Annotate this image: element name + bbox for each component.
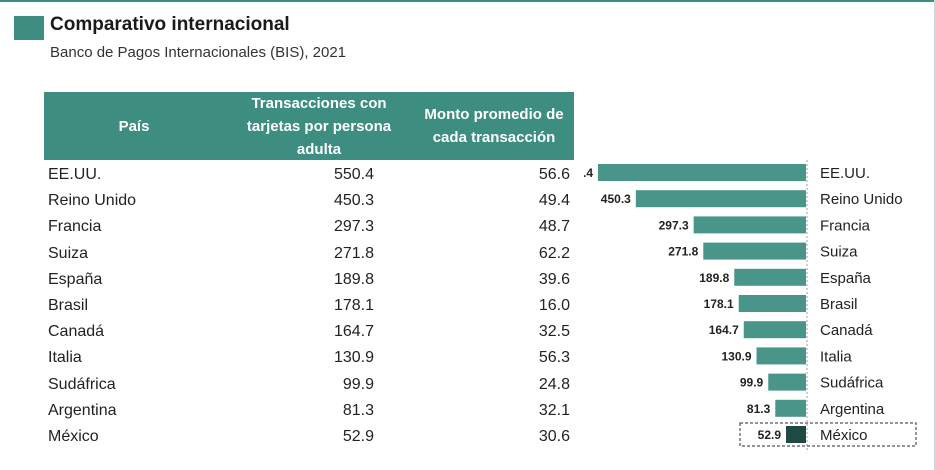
highlight-box (739, 422, 917, 447)
cell-monto: 16.0 (538, 297, 570, 314)
column-header-monto-label: Monto promedio de cada transacción (424, 106, 564, 146)
table-row: Sudáfrica 99.9 24.8 (44, 372, 574, 398)
bar-value-label: 164.7 (709, 323, 739, 337)
top-rule (0, 0, 936, 2)
title-accent-block (14, 16, 44, 40)
table-row: Italia 130.9 56.3 (44, 345, 574, 371)
bar-value-label: 450.3 (601, 192, 631, 206)
bar-francia (693, 216, 806, 234)
bar-italia (756, 347, 806, 365)
table-row: Brasil 178.1 16.0 (44, 293, 574, 319)
cell-pais: Sudáfrica (48, 375, 116, 393)
cell-monto: 24.8 (538, 375, 570, 393)
table-row: España 189.8 39.6 (44, 267, 574, 293)
bar-value-label: 271.8 (668, 245, 698, 259)
cell-transacciones: 52.9 (342, 428, 374, 445)
bar-category-label: Italia (820, 348, 852, 365)
table-row: EE.UU. 550.4 56.6 (44, 162, 574, 188)
cell-monto: 56.3 (538, 349, 570, 367)
cell-pais: España (48, 270, 103, 288)
bar-value-label: 178.1 (704, 297, 734, 311)
cell-monto: 30.6 (538, 428, 570, 445)
cell-transacciones: 189.8 (333, 270, 374, 288)
cell-monto: 32.1 (538, 401, 570, 419)
column-header-transacciones: Transacciones con tarjetas por persona a… (224, 92, 414, 160)
page-title: Comparativo internacional (50, 14, 290, 35)
bar-value-label: 130.9 (722, 349, 752, 363)
bar-espa-a (734, 268, 806, 286)
bar-value-label: 52.9 (758, 428, 782, 442)
cell-monto: 62.2 (538, 244, 570, 262)
table-row: Canadá 164.7 32.5 (44, 319, 574, 345)
cell-monto: 32.5 (538, 323, 570, 341)
bar-category-label: Sudáfrica (820, 375, 884, 392)
bar-category-label: España (820, 270, 872, 287)
bar-value-label: 189.8 (699, 271, 729, 285)
cell-pais: México (48, 428, 99, 445)
bar-value-label: 297.3 (659, 218, 689, 232)
cell-monto: 49.4 (538, 192, 570, 210)
cell-monto: 39.6 (538, 270, 570, 288)
bar-category-label: Suiza (820, 244, 858, 261)
cell-monto: 56.6 (538, 166, 570, 183)
table-row: Suiza 271.8 62.2 (44, 241, 574, 267)
bar-category-label: Canadá (820, 322, 873, 339)
bar-category-label: EE.UU. (820, 165, 870, 182)
bar-value-label: 550.4 (584, 166, 593, 180)
cell-pais: Suiza (48, 244, 89, 262)
table-header: País Transacciones con tarjetas por pers… (44, 92, 574, 160)
bar-value-label: 81.3 (747, 402, 771, 416)
cell-transacciones: 164.7 (333, 323, 374, 341)
cell-transacciones: 178.1 (333, 297, 374, 314)
cell-pais: Brasil (48, 297, 89, 314)
cell-pais: EE.UU. (48, 166, 102, 183)
table-row: Reino Unido 450.3 49.4 (44, 188, 574, 214)
bar-argentina (775, 399, 806, 417)
cell-pais: Reino Unido (48, 192, 137, 210)
table-row: México 52.9 30.6 (44, 424, 574, 450)
cell-monto: 48.7 (538, 218, 570, 236)
column-header-monto: Monto promedio de cada transacción (414, 92, 574, 160)
cell-transacciones: 271.8 (333, 244, 374, 262)
cell-pais: Canadá (48, 323, 105, 341)
table-row: Francia 297.3 48.7 (44, 214, 574, 240)
bar-ee-uu- (598, 164, 806, 181)
cell-pais: Argentina (48, 401, 117, 419)
bar-category-label: Francia (820, 217, 871, 234)
bar-sud-frica (768, 373, 806, 391)
column-header-pais: País (118, 117, 150, 135)
cell-transacciones: 550.4 (333, 166, 374, 183)
bar-category-label: Brasil (820, 296, 858, 313)
bar-brasil (738, 295, 806, 312)
cell-pais: Italia (48, 349, 82, 367)
table-row: Argentina 81.3 32.1 (44, 398, 574, 424)
bar-category-label: Argentina (820, 401, 885, 418)
bar-value-label: 99.9 (740, 376, 764, 390)
bar-canad- (743, 321, 806, 339)
cell-transacciones: 297.3 (333, 218, 374, 236)
bar-m-xico (786, 426, 806, 443)
bar-category-label: México (820, 427, 868, 444)
column-header-transacciones-label: Transacciones con tarjetas por persona a… (246, 94, 392, 158)
bar-suiza (703, 242, 806, 260)
bar-chart: 550.4 EE.UU. 450.3 Reino Unido 297.3 Francia 2… (584, 160, 917, 453)
cell-transacciones: 130.9 (333, 349, 374, 367)
bar-category-label: Reino Unido (820, 191, 903, 208)
cell-pais: Francia (48, 218, 102, 236)
cell-transacciones: 81.3 (342, 401, 374, 419)
page-subtitle: Banco de Pagos Internacionales (BIS), 20… (50, 44, 347, 61)
cell-transacciones: 450.3 (333, 192, 374, 210)
bar-reino-unido (635, 190, 806, 208)
cell-transacciones: 99.9 (342, 375, 374, 393)
right-rule (934, 0, 936, 470)
